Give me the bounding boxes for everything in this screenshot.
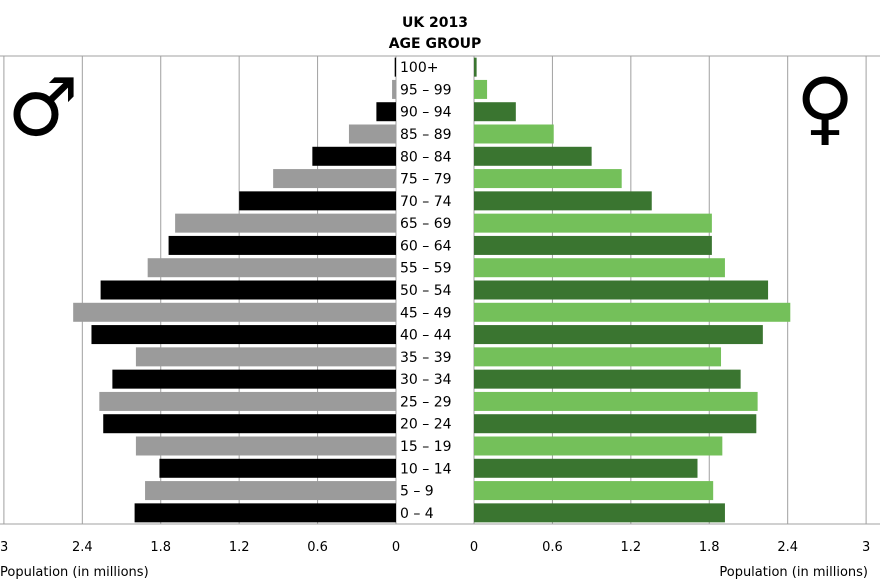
age-group-label: 75 – 79 <box>400 172 452 188</box>
x-tick-label: 0 <box>392 540 400 555</box>
age-group-label: 85 – 89 <box>400 127 452 143</box>
female-bar <box>474 325 763 345</box>
male-bar <box>100 280 397 300</box>
male-symbol-icon: ♂ <box>7 61 79 154</box>
age-group-label: 0 – 4 <box>400 506 434 522</box>
male-bar <box>168 235 396 255</box>
female-bar <box>474 458 698 478</box>
female-bar <box>474 235 712 255</box>
female-bar <box>474 369 741 389</box>
female-bar <box>474 124 554 144</box>
female-bar <box>474 146 592 166</box>
female-bar <box>474 481 714 501</box>
age-group-label: 55 – 59 <box>400 261 452 277</box>
x-tick-labels: 3 2.4 1.8 1.2 0.6 0 0 0.6 1.2 1.8 2.4 3 <box>0 540 870 555</box>
age-group-label: 100+ <box>400 60 438 76</box>
male-bar <box>99 391 396 411</box>
male-bar <box>103 414 397 434</box>
male-bar <box>239 191 396 211</box>
female-bar <box>474 436 723 456</box>
female-bar <box>474 191 652 211</box>
age-group-label: 30 – 34 <box>400 372 452 388</box>
female-bar <box>474 391 758 411</box>
female-bar <box>474 169 622 189</box>
age-group-label: 95 – 99 <box>400 82 452 98</box>
age-group-label: 60 – 64 <box>400 238 452 254</box>
male-bar <box>392 79 396 99</box>
male-bar <box>135 436 397 456</box>
female-bar <box>474 414 757 434</box>
male-bar <box>145 481 396 501</box>
male-bar <box>394 57 396 77</box>
female-bar <box>474 347 722 367</box>
female-bar <box>474 102 516 122</box>
age-group-label: 15 – 19 <box>400 439 452 455</box>
x-tick-label: 0.6 <box>542 540 563 555</box>
age-group-labels: 0 – 4 5 – 9 10 – 14 15 – 19 20 – 24 25 – 29 30… <box>400 60 452 522</box>
male-bar <box>312 146 396 166</box>
x-tick-label: 1.2 <box>229 540 250 555</box>
age-group-label: 40 – 44 <box>400 328 452 344</box>
age-group-label: 20 – 24 <box>400 417 452 433</box>
x-axis-label-left: Population (in millions) <box>0 565 149 580</box>
female-bar <box>474 258 725 278</box>
male-bar <box>273 169 396 189</box>
male-bar <box>175 213 396 233</box>
age-group-label: 90 – 94 <box>400 105 452 121</box>
age-group-label: 50 – 54 <box>400 283 452 299</box>
age-group-label: 25 – 29 <box>400 394 452 410</box>
bars <box>73 57 791 523</box>
age-group-label: 35 – 39 <box>400 350 452 366</box>
female-bar <box>474 280 769 300</box>
x-tick-label: 1.2 <box>620 540 641 555</box>
male-bar <box>112 369 397 389</box>
male-bar <box>147 258 396 278</box>
male-bar <box>134 503 396 523</box>
female-bar <box>474 57 477 77</box>
x-axis-label-right: Population (in millions) <box>719 565 868 580</box>
x-tick-label: 1.8 <box>150 540 171 555</box>
male-bar <box>159 458 396 478</box>
male-bar <box>91 325 397 345</box>
x-tick-label: 0 <box>470 540 478 555</box>
female-bar <box>474 79 488 99</box>
age-group-label: 5 – 9 <box>400 484 434 500</box>
male-bar <box>348 124 396 144</box>
x-tick-label: 2.4 <box>72 540 93 555</box>
x-tick-label: 3 <box>0 540 8 555</box>
male-bar <box>73 302 397 322</box>
age-group-label: 45 – 49 <box>400 305 452 321</box>
chart-subtitle: AGE GROUP <box>389 36 482 52</box>
female-bar <box>474 503 725 523</box>
age-group-label: 10 – 14 <box>400 461 452 477</box>
age-group-label: 65 – 69 <box>400 216 452 232</box>
chart-title: UK 2013 <box>402 15 468 31</box>
x-tick-label: 2.4 <box>777 540 798 555</box>
x-tick-label: 0.6 <box>307 540 328 555</box>
male-bar <box>376 102 396 122</box>
x-tick-label: 3 <box>862 540 870 555</box>
x-tick-label: 1.8 <box>699 540 720 555</box>
age-group-label: 70 – 74 <box>400 194 452 210</box>
male-bar <box>135 347 397 367</box>
female-symbol-icon: ♀ <box>796 61 855 154</box>
female-bar <box>474 302 791 322</box>
age-group-label: 80 – 84 <box>400 149 452 165</box>
female-bar <box>474 213 712 233</box>
